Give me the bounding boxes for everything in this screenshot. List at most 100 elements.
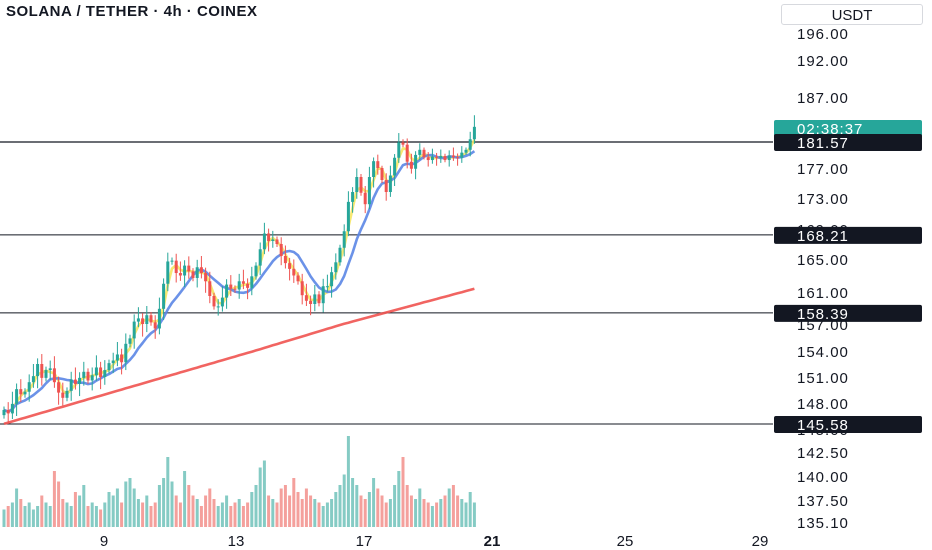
candle-body — [57, 382, 61, 393]
volume-bar — [124, 481, 128, 527]
candle-body — [342, 231, 346, 248]
candle-body — [153, 322, 157, 329]
candle-body — [233, 288, 237, 290]
candle-body — [325, 286, 329, 288]
volume-bar — [246, 502, 250, 527]
volume-bar — [325, 502, 329, 527]
volume-bar — [15, 488, 19, 527]
candle-body — [208, 281, 212, 296]
volume-bar — [145, 495, 149, 527]
candle-body — [393, 157, 397, 176]
candle-body — [460, 152, 464, 158]
candle-body — [103, 370, 107, 377]
volume-bar — [439, 499, 443, 527]
volume-bar — [157, 485, 161, 527]
y-tick-label: 187.00 — [797, 90, 849, 107]
volume-bar — [19, 499, 23, 527]
candle-body — [464, 149, 468, 153]
candle-body — [372, 161, 376, 177]
volume-bar — [283, 485, 287, 527]
volume-bar — [132, 488, 136, 527]
volume-bar — [183, 471, 187, 527]
candle-body — [414, 154, 418, 169]
volume-bar — [468, 492, 472, 527]
candle-body — [132, 321, 136, 339]
volume-bar — [405, 485, 409, 527]
candle-body — [10, 403, 14, 414]
candle-body — [149, 315, 153, 323]
volume-bar — [99, 509, 103, 527]
volume-bar — [414, 499, 418, 527]
volume-bar — [174, 495, 178, 527]
candle-body — [380, 168, 384, 180]
svg-text:181.57: 181.57 — [797, 135, 849, 152]
candle-body — [388, 175, 392, 192]
volume-bar — [367, 492, 371, 527]
candle-body — [418, 149, 422, 155]
volume-bar — [271, 499, 275, 527]
candle-body — [187, 265, 191, 272]
volume-bar — [199, 506, 203, 527]
y-tick-label: 165.00 — [797, 252, 849, 269]
volume-bar — [94, 506, 98, 527]
price-tag-horizontal_line: 145.58 — [774, 415, 922, 434]
volume-bar — [401, 457, 405, 527]
candle-body — [19, 389, 23, 395]
candle-body — [166, 261, 170, 284]
volume-bar — [430, 506, 434, 527]
volume-bar — [393, 485, 397, 527]
volume-bar — [342, 474, 346, 527]
candle-body — [31, 376, 35, 383]
volume-bar — [44, 502, 48, 527]
volume-bar — [6, 506, 10, 527]
time-axis: 9 13 17 21 25 29 — [100, 533, 769, 550]
y-tick-label: 151.00 — [797, 370, 849, 387]
candle-body — [422, 149, 426, 158]
y-tick-label: 192.00 — [797, 53, 849, 70]
volume-bar — [10, 502, 14, 527]
candle-body — [124, 343, 128, 363]
candle-body — [115, 354, 119, 361]
candle-body — [451, 155, 455, 158]
candle-body — [23, 391, 27, 395]
volume-bar — [262, 460, 266, 527]
candle-body — [397, 142, 401, 158]
candle-body — [27, 382, 31, 392]
volume-bar — [166, 457, 170, 527]
candle-body — [86, 371, 90, 381]
x-tick-label: 25 — [617, 533, 634, 550]
candle-body — [346, 201, 350, 232]
volume-bar — [296, 492, 300, 527]
y-tick-label: 154.00 — [797, 344, 849, 361]
x-tick-label: 21 — [484, 533, 501, 550]
svg-text:145.58: 145.58 — [797, 417, 849, 434]
y-tick-label: 196.00 — [797, 26, 849, 43]
candle-body — [254, 265, 258, 277]
volume-bar — [2, 509, 6, 527]
volume-bar — [40, 495, 44, 527]
candle-body — [401, 142, 405, 145]
volume-bar — [170, 481, 174, 527]
candle-body — [338, 247, 342, 263]
candle-body — [36, 364, 40, 377]
y-tick-label: 177.00 — [797, 161, 849, 178]
currency-selector[interactable]: USDT — [781, 4, 923, 25]
volume-bar — [120, 502, 124, 527]
volume-bar — [317, 502, 321, 527]
candle-body — [120, 354, 124, 363]
svg-text:02:38:37: 02:38:37 — [797, 121, 863, 138]
candle-body — [430, 156, 434, 161]
volume-bar — [388, 499, 392, 527]
candle-body — [90, 375, 94, 381]
volume-bar — [69, 506, 73, 527]
candle-body — [178, 273, 182, 276]
candle-body — [141, 318, 145, 324]
candle-body — [183, 265, 187, 276]
candle-body — [468, 139, 472, 150]
volume-bar — [61, 499, 65, 527]
volume-bar — [250, 492, 254, 527]
volume-bar — [380, 495, 384, 527]
moving-average-long — [3, 287, 475, 426]
candle-body — [384, 180, 388, 192]
